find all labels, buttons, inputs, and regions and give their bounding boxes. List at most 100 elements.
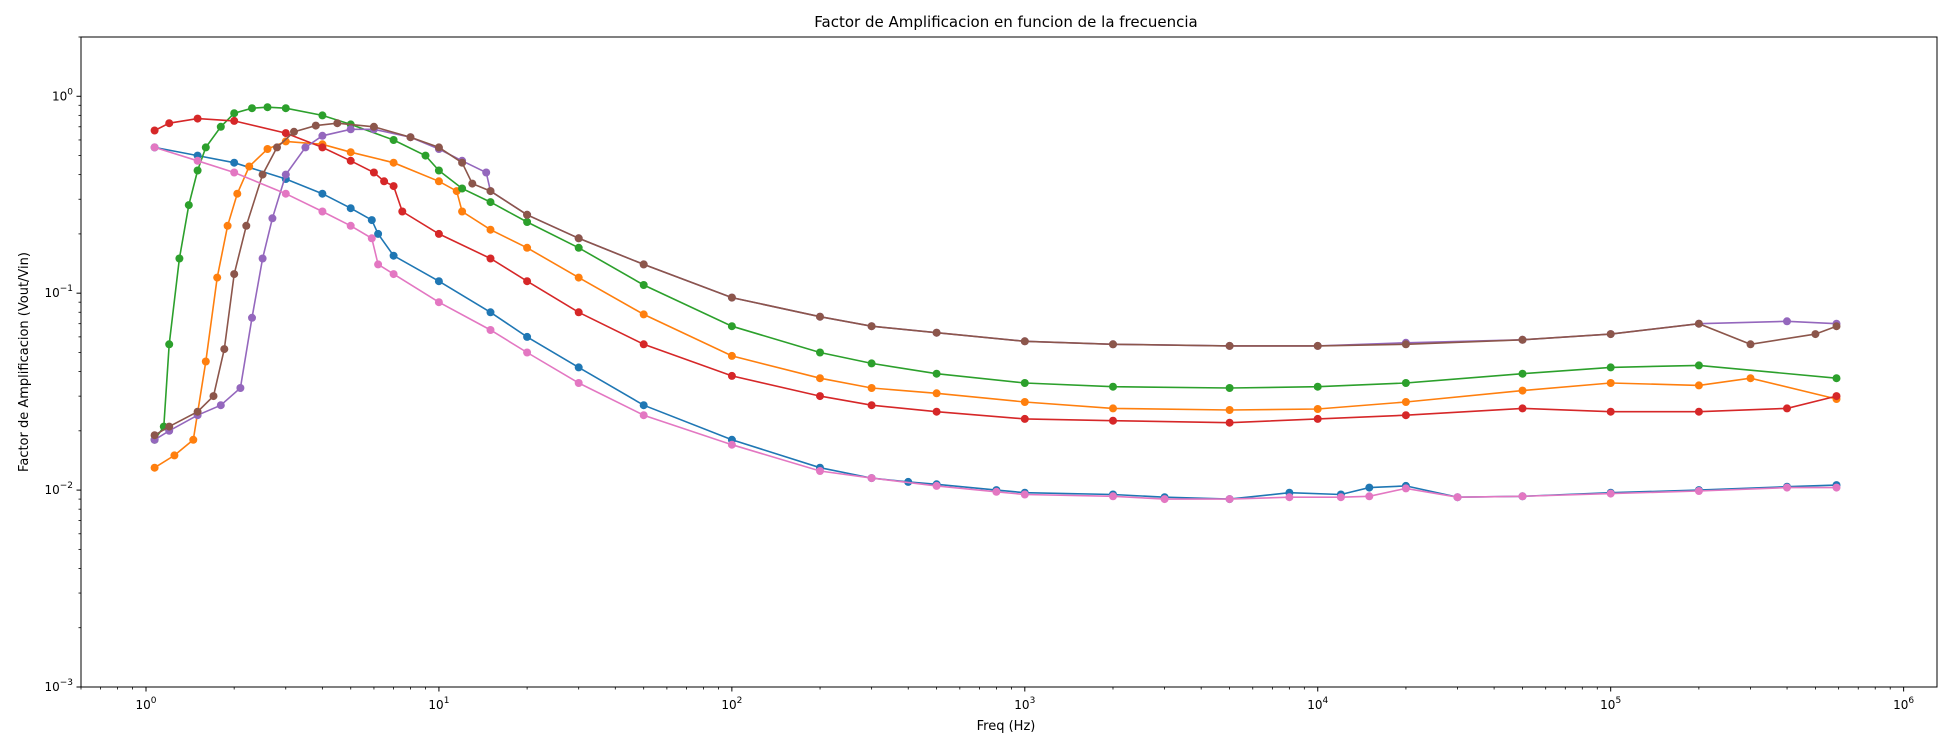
data-point: [236, 384, 245, 392]
data-point: [523, 218, 532, 226]
data-point: [216, 122, 225, 131]
data-point: [406, 133, 415, 142]
data-point: [301, 143, 310, 152]
data-point: [263, 145, 272, 153]
y-axis-label: Factor de Amplificacion (Vout/Vin): [17, 252, 32, 472]
data-point: [346, 221, 355, 230]
series-5: [150, 125, 1841, 444]
series-line: [154, 117, 1837, 424]
data-point: [1109, 382, 1117, 391]
data-point: [311, 121, 320, 130]
data-point: [816, 374, 824, 383]
x-tick-label: 101: [428, 696, 449, 712]
data-point: [318, 207, 327, 216]
data-point: [421, 151, 430, 160]
data-point: [1694, 487, 1703, 495]
data-point: [170, 451, 179, 460]
data-point: [574, 363, 583, 372]
data-point: [639, 411, 648, 420]
data-point: [816, 392, 824, 401]
data-point: [574, 308, 583, 317]
series-7: [150, 143, 1841, 504]
y-tick-label: 10−1: [44, 284, 73, 300]
data-point: [1694, 319, 1703, 328]
data-point: [1225, 418, 1234, 427]
data-point: [468, 179, 477, 188]
data-point: [346, 204, 355, 213]
data-point: [574, 234, 583, 243]
data-point: [434, 298, 443, 307]
data-point: [727, 440, 736, 449]
plot-area: 100 101 102 103 104 105 106 10−3 10−2 10−1 100: [44, 36, 1938, 712]
data-point: [867, 322, 876, 331]
data-point: [1020, 490, 1029, 499]
data-point: [574, 243, 583, 252]
data-point: [230, 116, 239, 125]
data-point: [1783, 317, 1791, 326]
data-point: [233, 189, 242, 198]
data-point: [639, 281, 648, 289]
data-point: [523, 277, 532, 286]
data-point: [867, 474, 876, 483]
data-point: [574, 273, 583, 282]
data-point: [434, 143, 443, 152]
data-point: [1109, 340, 1117, 349]
data-point: [458, 158, 467, 167]
data-point: [727, 293, 736, 302]
data-point: [1020, 414, 1029, 423]
data-point: [867, 359, 876, 368]
data-point: [1606, 407, 1615, 416]
data-point: [165, 340, 174, 349]
data-point: [1606, 379, 1615, 387]
data-point: [1746, 374, 1755, 383]
data-point: [1401, 379, 1410, 387]
data-point: [523, 210, 532, 219]
data-point: [201, 143, 210, 152]
data-point: [1746, 340, 1755, 349]
data-point: [1518, 386, 1527, 395]
data-point: [1365, 483, 1374, 492]
data-point: [458, 207, 467, 216]
series-3: [150, 103, 1841, 444]
data-point: [346, 148, 355, 157]
data-point: [193, 166, 202, 175]
data-point: [486, 308, 495, 317]
data-point: [486, 254, 495, 263]
data-point: [281, 104, 290, 113]
data-point: [389, 251, 398, 260]
data-point: [932, 481, 941, 490]
data-point: [150, 126, 159, 135]
data-point: [1285, 493, 1294, 502]
data-point: [1453, 493, 1462, 502]
data-point: [193, 156, 202, 165]
data-point: [1783, 404, 1791, 413]
data-point: [639, 340, 648, 349]
data-point: [523, 348, 532, 357]
data-point: [486, 326, 495, 334]
data-point: [727, 371, 736, 380]
data-point: [268, 214, 277, 223]
data-point: [1832, 322, 1841, 331]
data-point: [281, 189, 290, 198]
data-point: [574, 379, 583, 387]
data-point: [318, 143, 327, 152]
data-point: [189, 435, 198, 444]
data-point: [242, 221, 251, 230]
data-point: [389, 136, 398, 144]
data-point: [258, 254, 267, 263]
data-point: [1518, 335, 1527, 344]
data-point: [1313, 341, 1322, 350]
data-point: [434, 177, 443, 186]
data-point: [389, 158, 398, 167]
series-6: [150, 119, 1841, 440]
data-point: [367, 234, 376, 243]
data-point: [220, 345, 229, 354]
data-point: [1518, 369, 1527, 378]
data-point: [1020, 379, 1029, 387]
data-point: [1225, 495, 1234, 504]
data-point: [230, 109, 239, 118]
x-axis-label: Freq (Hz): [977, 719, 1036, 734]
data-point: [867, 401, 876, 410]
data-point: [932, 407, 941, 416]
data-point: [346, 125, 355, 134]
